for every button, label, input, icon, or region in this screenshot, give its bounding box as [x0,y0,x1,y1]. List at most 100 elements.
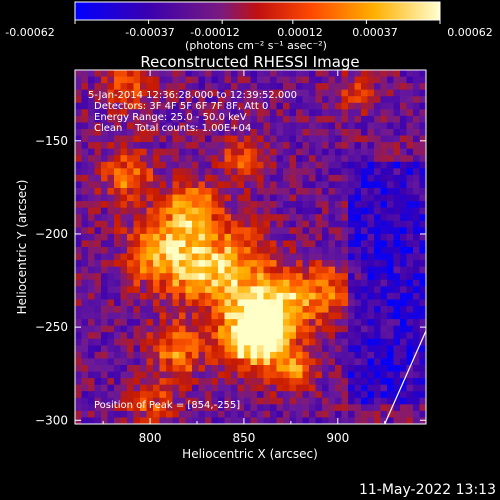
heatmap-cell [185,76,193,84]
heatmap-cell [185,397,193,405]
heatmap-cell [406,266,414,274]
heatmap-cell [406,207,414,215]
heatmap-cell [309,253,317,261]
heatmap-cell [127,299,135,307]
heatmap-cell [133,96,141,104]
heatmap-cell [218,240,226,248]
heatmap-cell [374,214,382,222]
heatmap-cell [419,260,426,268]
heatmap-cell [257,89,265,97]
heatmap-cell [419,299,426,307]
heatmap-cell [328,70,336,78]
heatmap-cell [393,129,401,137]
heatmap-cell [75,351,83,360]
heatmap-cell [244,188,252,196]
heatmap-cell [354,358,362,366]
heatmap-cell [244,319,252,327]
heatmap-cell [302,161,310,169]
heatmap-cell [114,260,122,268]
heatmap-cell [94,312,102,320]
heatmap-cell [185,378,193,386]
heatmap-cell [400,319,408,327]
heatmap-cell [413,332,421,340]
heatmap-cell [361,76,369,84]
heatmap-cell [107,76,115,84]
heatmap-cell [348,404,356,412]
heatmap-cell [276,332,284,340]
heatmap-cell [166,207,174,215]
heatmap-cell [257,148,265,156]
heatmap-cell [237,76,245,84]
heatmap-cell [296,227,304,235]
heatmap-cell [380,240,388,248]
heatmap-cell [211,227,219,235]
heatmap-cell [107,96,115,104]
heatmap-cell [348,142,356,150]
heatmap-cell [380,325,388,333]
heatmap-cell [289,417,297,424]
heatmap-cell [120,155,128,163]
heatmap-cell [146,102,154,110]
heatmap-cell [361,338,369,346]
heatmap-cell [107,306,115,314]
heatmap-cell [211,358,219,366]
heatmap-cell [322,102,330,110]
heatmap-cell [218,312,226,320]
heatmap-cell [88,135,96,143]
heatmap-cell [244,227,252,235]
heatmap-cell [94,306,102,314]
heatmap-cell [244,384,252,392]
heatmap-cell [387,266,395,274]
heatmap-cell [393,194,401,202]
heatmap-cell [419,266,426,274]
heatmap-cell [211,214,219,222]
heatmap-cell [88,391,96,399]
heatmap-cell [146,129,154,137]
heatmap-cell [263,83,271,91]
heatmap-cell [283,306,291,314]
heatmap-cell [322,266,330,274]
heatmap-cell [302,201,310,209]
heatmap-cell [185,201,193,209]
heatmap-cell [315,253,323,261]
heatmap-cell [146,365,154,373]
heatmap-cell [302,135,310,143]
heatmap-cell [237,260,245,268]
heatmap-cell [224,155,232,163]
heatmap-cell [257,292,265,301]
heatmap-cell [114,273,122,281]
heatmap-cell [218,338,226,346]
heatmap-cell [315,273,323,281]
heatmap-cell [289,142,297,150]
heatmap-cell [244,306,252,314]
heatmap-cell [140,266,148,274]
heatmap-cell [81,306,89,314]
heatmap-cell [88,129,96,137]
heatmap-cell [166,188,174,196]
heatmap-cell [172,142,180,150]
heatmap-cell [315,135,323,143]
heatmap-cell [413,207,421,215]
heatmap-cell [328,410,336,419]
heatmap-cell [367,135,375,143]
heatmap-cell [406,325,414,333]
heatmap-cell [205,358,213,366]
heatmap-cell [328,358,336,366]
heatmap-cell [270,142,278,150]
heatmap-cell [120,168,128,176]
heatmap-cell [419,161,426,169]
heatmap-cell [250,220,258,228]
heatmap-cell [283,365,291,373]
heatmap-cell [393,155,401,163]
heatmap-cell [419,227,426,235]
heatmap-cell [237,273,245,281]
heatmap-cell [250,194,258,202]
heatmap-cell [367,76,375,84]
heatmap-cell [179,220,187,228]
heatmap-cell [328,194,336,202]
heatmap-cell [276,306,284,314]
heatmap-cell [120,260,128,268]
heatmap-cell [354,96,362,104]
heatmap-cell [270,89,278,97]
heatmap-cell [94,371,102,379]
